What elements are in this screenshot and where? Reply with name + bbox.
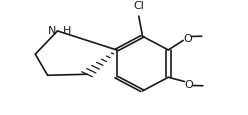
Text: O: O (183, 33, 192, 43)
Text: O: O (185, 79, 193, 89)
Text: Cl: Cl (133, 1, 144, 11)
Text: H: H (63, 26, 71, 36)
Text: N: N (48, 26, 56, 36)
